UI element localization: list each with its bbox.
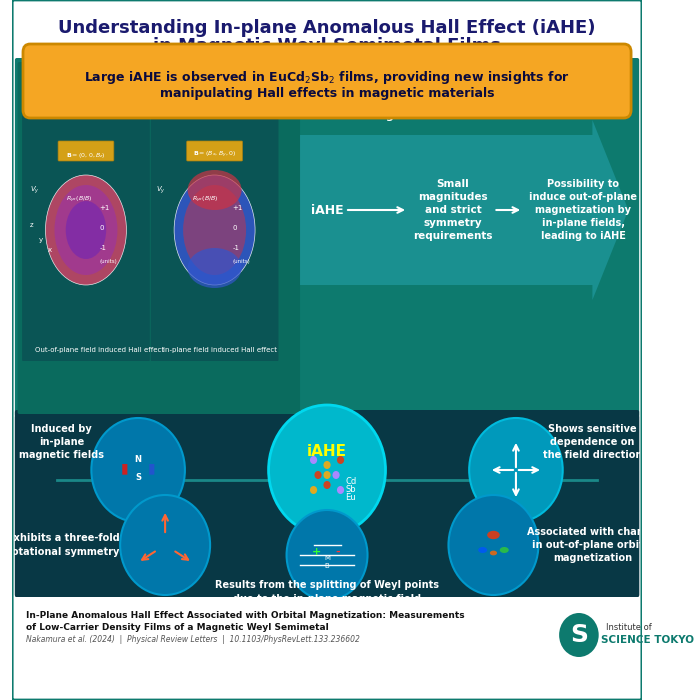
Text: $R_{yx}(B/B)$: $R_{yx}(B/B)$ (192, 195, 218, 205)
Text: Sb: Sb (345, 486, 356, 494)
Text: Out-of-plane field induced Hall effect: Out-of-plane field induced Hall effect (35, 347, 164, 353)
Text: 0: 0 (99, 225, 104, 231)
Text: S: S (570, 623, 588, 647)
Text: ▮: ▮ (148, 461, 155, 475)
Text: Institute of: Institute of (606, 622, 652, 631)
FancyBboxPatch shape (150, 89, 279, 361)
Circle shape (449, 495, 538, 595)
Text: +1: +1 (232, 205, 243, 211)
Ellipse shape (188, 170, 242, 210)
Ellipse shape (55, 185, 118, 275)
Text: Large iAHE is observed in EuCd$_2$Sb$_2$ films, providing new insights for: Large iAHE is observed in EuCd$_2$Sb$_2$… (84, 69, 570, 87)
Text: $V_y$: $V_y$ (156, 184, 165, 196)
Circle shape (269, 405, 386, 535)
Text: -1: -1 (232, 245, 239, 251)
Ellipse shape (490, 551, 497, 555)
Circle shape (323, 481, 330, 489)
Circle shape (310, 456, 317, 464)
FancyBboxPatch shape (17, 412, 638, 417)
Text: SCIENCE TOKYO: SCIENCE TOKYO (601, 635, 694, 645)
Circle shape (120, 495, 210, 595)
Circle shape (323, 461, 330, 469)
Text: iAHE: iAHE (311, 204, 343, 216)
Text: Shows sensitive
dependence on
the field direction: Shows sensitive dependence on the field … (542, 424, 642, 460)
FancyBboxPatch shape (15, 58, 639, 417)
Text: +1: +1 (99, 205, 110, 211)
Ellipse shape (478, 547, 487, 553)
Text: 0: 0 (232, 225, 237, 231)
Text: in Magnetic Weyl Semimetal Films: in Magnetic Weyl Semimetal Films (153, 37, 501, 55)
Text: (units): (units) (99, 260, 117, 265)
Text: $\mathbf{B}=(B_x,B_y,0)$: $\mathbf{B}=(B_x,B_y,0)$ (193, 150, 236, 160)
Text: Induced by
in-plane
magnetic fields: Induced by in-plane magnetic fields (19, 424, 104, 460)
Circle shape (286, 510, 368, 600)
Circle shape (332, 471, 340, 479)
Text: y: y (39, 237, 43, 243)
Ellipse shape (183, 185, 246, 275)
Text: Possibility to
induce out-of-plane
magnetization by
in-plane fields,
leading to : Possibility to induce out-of-plane magne… (529, 178, 638, 241)
Text: S: S (135, 473, 141, 482)
Circle shape (310, 486, 317, 494)
Ellipse shape (66, 201, 106, 259)
Text: x: x (48, 247, 52, 253)
FancyBboxPatch shape (15, 410, 639, 597)
Text: Eu: Eu (345, 494, 356, 503)
Text: $\mathbf{B}=(0,0,B_z)$: $\mathbf{B}=(0,0,B_z)$ (66, 151, 106, 160)
Text: Cd: Cd (345, 477, 356, 486)
FancyBboxPatch shape (58, 141, 114, 161)
Ellipse shape (500, 547, 509, 553)
Circle shape (337, 456, 344, 464)
Text: of Low-Carrier Density Films of a Magnetic Weyl Semimetal: of Low-Carrier Density Films of a Magnet… (26, 622, 328, 631)
FancyBboxPatch shape (23, 44, 631, 118)
Text: Associated with change
in out-of-plane orbital
magnetization: Associated with change in out-of-plane o… (527, 527, 657, 564)
FancyBboxPatch shape (22, 89, 150, 361)
FancyBboxPatch shape (187, 141, 242, 161)
Text: -: - (335, 547, 340, 557)
Ellipse shape (487, 531, 500, 539)
Text: iAHE: iAHE (307, 444, 347, 459)
Circle shape (469, 418, 563, 522)
Text: In-plane field induced Hall effect: In-plane field induced Hall effect (163, 347, 277, 353)
Text: Results from the splitting of Weyl points
due to the in-plane magnetic field: Results from the splitting of Weyl point… (215, 580, 439, 603)
Text: z: z (30, 222, 34, 228)
Text: -1: -1 (99, 245, 106, 251)
Text: Experimental validation
challenge: Experimental validation challenge (298, 99, 447, 121)
Text: +: + (312, 547, 321, 557)
Text: typically induced by out-of-plane magnetic fields: typically induced by out-of-plane magnet… (25, 81, 274, 90)
Circle shape (559, 613, 598, 657)
FancyBboxPatch shape (12, 597, 642, 700)
Ellipse shape (188, 248, 242, 288)
Text: In-Plane Anomalous Hall Effect Associated with Orbital Magnetization: Measuremen: In-Plane Anomalous Hall Effect Associate… (26, 610, 464, 620)
Text: Small
magnitudes
and strict
symmetry
requirements: Small magnitudes and strict symmetry req… (413, 178, 493, 241)
Text: Understanding In-plane Anomalous Hall Effect (iAHE): Understanding In-plane Anomalous Hall Ef… (58, 19, 596, 37)
Text: ▮: ▮ (121, 461, 129, 475)
Text: N: N (134, 456, 141, 465)
FancyArrow shape (300, 120, 629, 300)
Ellipse shape (46, 175, 127, 285)
Circle shape (314, 471, 321, 479)
Text: M
B: M B (324, 556, 330, 568)
Ellipse shape (174, 175, 255, 285)
Text: Nakamura et al. (2024)  |  Physical Review Letters  |  10.1103/PhysRevLett.133.2: Nakamura et al. (2024) | Physical Review… (26, 636, 360, 645)
Circle shape (337, 486, 344, 494)
Text: (units): (units) (232, 260, 251, 265)
FancyBboxPatch shape (18, 62, 300, 414)
Text: manipulating Hall effects in magnetic materials: manipulating Hall effects in magnetic ma… (160, 87, 494, 99)
Text: Exhibits a three-fold
rotational symmetry: Exhibits a three-fold rotational symmetr… (7, 533, 120, 556)
Text: $V_y$: $V_y$ (30, 184, 40, 196)
Text: Examination
of: Examination of (522, 99, 600, 121)
FancyBboxPatch shape (15, 415, 639, 597)
Circle shape (323, 471, 330, 479)
Circle shape (92, 418, 185, 522)
Text: Hall Effect is a cornerstone of magnetotransport,: Hall Effect is a cornerstone of magnetot… (25, 71, 276, 80)
Text: $R_{yx}(B/B)$: $R_{yx}(B/B)$ (66, 195, 93, 205)
